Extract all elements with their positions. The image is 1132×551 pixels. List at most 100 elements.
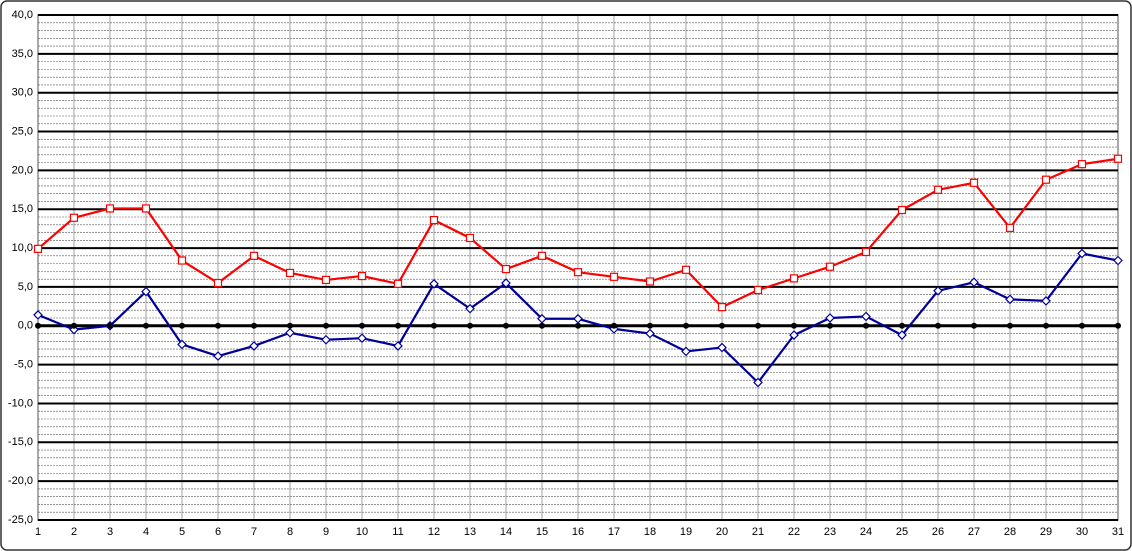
x-tick-label: 15: [536, 526, 548, 538]
marker: [755, 322, 761, 329]
marker: [213, 278, 223, 288]
y-tick-label: -15,0: [8, 436, 33, 448]
marker: [609, 272, 619, 281]
marker: [827, 322, 833, 329]
x-tick-label: 11: [392, 526, 403, 538]
marker: [611, 322, 617, 329]
marker: [503, 322, 509, 329]
marker: [1113, 154, 1123, 163]
marker: [431, 322, 437, 329]
x-tick-label: 22: [788, 526, 800, 538]
marker: [647, 322, 653, 329]
marker: [719, 322, 725, 329]
y-tick-label: 20,0: [12, 164, 33, 176]
marker: [861, 247, 871, 257]
x-tick-label: 13: [464, 526, 476, 538]
marker: [1005, 223, 1015, 232]
marker: [249, 251, 259, 260]
marker: [141, 286, 151, 297]
y-tick-label: 5,0: [18, 281, 33, 293]
marker: [1043, 322, 1049, 329]
marker: [215, 322, 221, 329]
marker: [1005, 294, 1015, 305]
x-tick-label: 18: [644, 526, 656, 538]
marker: [71, 322, 77, 329]
marker: [321, 334, 331, 345]
y-tick-label: 0,0: [18, 320, 33, 332]
marker: [897, 205, 907, 215]
x-tick-label: 31: [1112, 526, 1124, 538]
marker: [789, 274, 799, 283]
marker: [393, 279, 403, 288]
x-tick-label: 2: [71, 526, 77, 538]
marker: [537, 251, 547, 260]
x-tick-label: 14: [500, 526, 512, 538]
marker: [285, 268, 295, 278]
marker: [467, 322, 473, 329]
x-tick-label: 9: [323, 526, 329, 538]
marker: [825, 313, 835, 323]
marker: [1115, 322, 1121, 329]
y-tick-label: 15,0: [12, 203, 33, 215]
marker: [357, 333, 367, 344]
marker: [429, 278, 439, 289]
marker: [69, 213, 79, 222]
marker: [141, 204, 151, 213]
marker: [717, 342, 727, 353]
marker: [321, 275, 331, 285]
marker: [177, 339, 187, 350]
marker: [33, 244, 43, 253]
marker: [287, 322, 293, 329]
x-tick-label: 8: [287, 526, 293, 538]
marker: [899, 322, 905, 329]
x-tick-label: 27: [968, 526, 980, 538]
marker: [357, 271, 367, 281]
marker: [143, 322, 149, 329]
y-tick-label: 30,0: [12, 87, 33, 99]
marker: [863, 322, 869, 329]
x-tick-label: 7: [251, 526, 257, 538]
marker: [105, 204, 115, 213]
x-tick-label: 20: [716, 526, 728, 538]
marker: [933, 185, 943, 194]
x-tick-label: 26: [932, 526, 944, 538]
y-tick-label: -20,0: [8, 475, 33, 487]
marker: [645, 277, 655, 286]
marker: [645, 328, 655, 339]
marker: [359, 322, 365, 329]
marker: [1007, 322, 1013, 329]
marker: [897, 330, 907, 340]
x-tick-label: 3: [107, 526, 113, 538]
y-tick-label: 10,0: [12, 242, 33, 254]
y-tick-label: 40,0: [12, 9, 33, 21]
marker: [107, 322, 113, 329]
x-tick-label: 10: [356, 526, 368, 538]
y-tick-label: -5,0: [14, 359, 33, 371]
marker: [285, 327, 295, 338]
marker: [213, 351, 223, 361]
y-tick-label: 35,0: [12, 48, 33, 60]
marker: [323, 322, 329, 329]
marker: [575, 322, 581, 329]
marker: [1041, 296, 1051, 306]
marker: [935, 322, 941, 329]
marker: [33, 310, 43, 320]
marker: [1113, 255, 1123, 266]
y-tick-label: -10,0: [8, 397, 33, 409]
x-tick-label: 17: [608, 526, 620, 538]
marker: [465, 303, 475, 314]
marker: [681, 346, 691, 357]
marker: [395, 322, 401, 329]
marker: [969, 178, 979, 187]
marker: [753, 377, 763, 388]
x-tick-label: 16: [572, 526, 584, 538]
marker: [251, 322, 257, 329]
marker: [465, 233, 475, 243]
marker: [969, 277, 979, 288]
x-tick-label: 29: [1040, 526, 1052, 538]
marker: [393, 341, 403, 351]
marker: [1041, 175, 1051, 184]
x-tick-label: 25: [896, 526, 908, 538]
y-tick-label: 25,0: [12, 125, 33, 137]
